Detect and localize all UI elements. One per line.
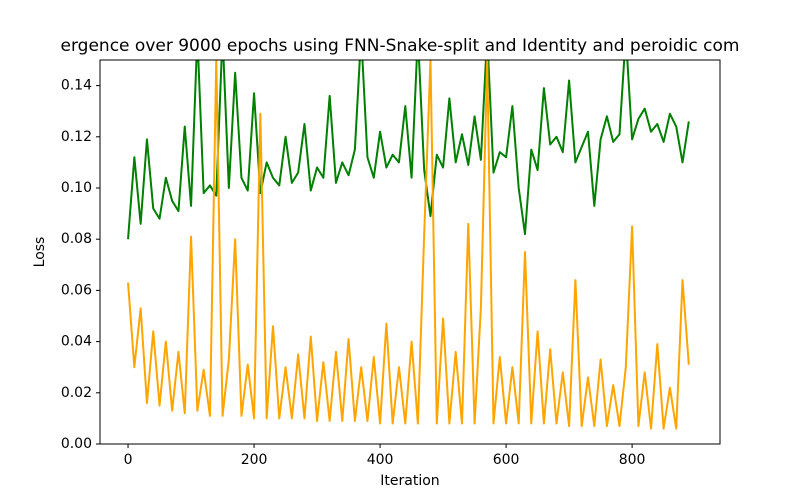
series-line [127, 60, 690, 430]
y-tick-label: 0.04 [61, 334, 92, 350]
y-tick-label: 0.00 [61, 436, 92, 452]
x-tick-label: 800 [619, 452, 646, 468]
axes-frame [99, 59, 721, 445]
y-tick-label: 0.02 [61, 385, 92, 401]
x-tick-label: 600 [493, 452, 520, 468]
y-tick-label: 0.08 [61, 231, 92, 247]
y-axis-label: Loss [32, 237, 48, 268]
x-tick-label: 200 [241, 452, 268, 468]
y-tick-label: 0.14 [61, 78, 92, 94]
y-tick-label: 0.10 [61, 180, 92, 196]
y-tick-label: 0.06 [61, 282, 92, 298]
y-tick-label: 0.12 [61, 129, 92, 145]
x-tick-label: 0 [124, 452, 133, 468]
plot-area [127, 60, 690, 430]
series-line [127, 60, 690, 240]
x-tick-label: 400 [367, 452, 394, 468]
chart-title: ergence over 9000 epochs using FNN-Snake… [61, 36, 740, 56]
x-axis-label: Iteration [380, 473, 439, 489]
